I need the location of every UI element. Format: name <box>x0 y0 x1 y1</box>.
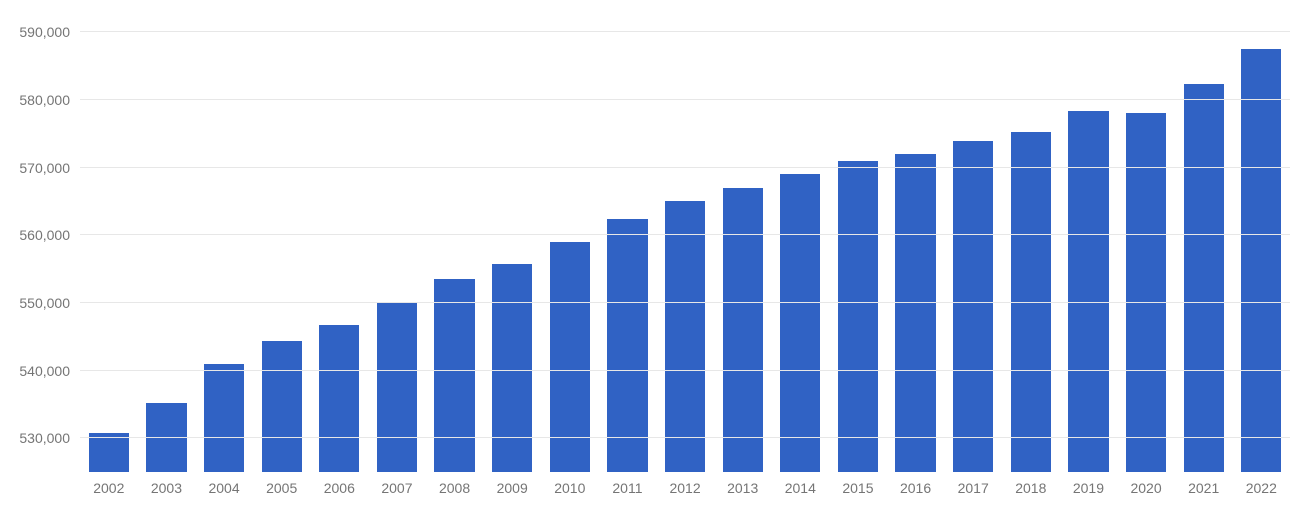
x-tick-label: 2022 <box>1246 472 1277 496</box>
bar-slot: 2014 <box>772 12 830 472</box>
bar <box>780 174 820 472</box>
gridline <box>80 302 1290 303</box>
bar-slot: 2022 <box>1233 12 1291 472</box>
x-tick-label: 2010 <box>554 472 585 496</box>
y-tick-label: 580,000 <box>19 92 80 108</box>
gridline <box>80 99 1290 100</box>
bars-container: 2002200320042005200620072008200920102011… <box>80 12 1290 472</box>
bar <box>895 154 935 472</box>
x-tick-label: 2003 <box>151 472 182 496</box>
x-tick-label: 2007 <box>381 472 412 496</box>
bar-slot: 2007 <box>368 12 426 472</box>
bar-slot: 2003 <box>138 12 196 472</box>
bar-slot: 2004 <box>195 12 253 472</box>
bar <box>204 364 244 472</box>
x-tick-label: 2014 <box>785 472 816 496</box>
x-tick-label: 2016 <box>900 472 931 496</box>
bar-slot: 2019 <box>1060 12 1118 472</box>
x-tick-label: 2009 <box>497 472 528 496</box>
x-tick-label: 2005 <box>266 472 297 496</box>
x-tick-label: 2012 <box>669 472 700 496</box>
x-tick-label: 2006 <box>324 472 355 496</box>
gridline <box>80 437 1290 438</box>
bar-slot: 2021 <box>1175 12 1233 472</box>
bar <box>1241 49 1281 472</box>
bar-slot: 2017 <box>944 12 1002 472</box>
gridline <box>80 167 1290 168</box>
bar <box>838 161 878 472</box>
x-tick-label: 2002 <box>93 472 124 496</box>
x-tick-label: 2008 <box>439 472 470 496</box>
bar-chart: 2002200320042005200620072008200920102011… <box>0 0 1305 510</box>
gridline <box>80 31 1290 32</box>
y-tick-label: 560,000 <box>19 227 80 243</box>
y-tick-label: 590,000 <box>19 24 80 40</box>
plot-area: 2002200320042005200620072008200920102011… <box>80 12 1290 472</box>
bar <box>953 141 993 472</box>
bar-slot: 2002 <box>80 12 138 472</box>
bar-slot: 2013 <box>714 12 772 472</box>
bar <box>89 433 129 472</box>
bar-slot: 2015 <box>829 12 887 472</box>
y-tick-label: 540,000 <box>19 363 80 379</box>
gridline <box>80 234 1290 235</box>
bar <box>1184 84 1224 472</box>
x-tick-label: 2017 <box>958 472 989 496</box>
bar <box>723 188 763 472</box>
bar <box>434 279 474 472</box>
bar-slot: 2016 <box>887 12 945 472</box>
bar-slot: 2020 <box>1117 12 1175 472</box>
bar-slot: 2008 <box>426 12 484 472</box>
bar <box>262 341 302 472</box>
x-tick-label: 2021 <box>1188 472 1219 496</box>
bar-slot: 2010 <box>541 12 599 472</box>
bar <box>665 201 705 472</box>
bar-slot: 2011 <box>599 12 657 472</box>
y-tick-label: 530,000 <box>19 430 80 446</box>
x-tick-label: 2018 <box>1015 472 1046 496</box>
y-tick-label: 550,000 <box>19 295 80 311</box>
gridline <box>80 370 1290 371</box>
bar-slot: 2006 <box>311 12 369 472</box>
bar-slot: 2009 <box>483 12 541 472</box>
bar <box>377 303 417 472</box>
x-tick-label: 2004 <box>208 472 239 496</box>
y-tick-label: 570,000 <box>19 160 80 176</box>
bar-slot: 2012 <box>656 12 714 472</box>
bar <box>319 325 359 472</box>
bar-slot: 2018 <box>1002 12 1060 472</box>
x-tick-label: 2013 <box>727 472 758 496</box>
bar-slot: 2005 <box>253 12 311 472</box>
bar <box>1068 111 1108 472</box>
bar <box>607 219 647 472</box>
x-tick-label: 2011 <box>612 472 642 496</box>
x-tick-label: 2019 <box>1073 472 1104 496</box>
bar <box>492 264 532 472</box>
x-tick-label: 2015 <box>842 472 873 496</box>
x-tick-label: 2020 <box>1130 472 1161 496</box>
